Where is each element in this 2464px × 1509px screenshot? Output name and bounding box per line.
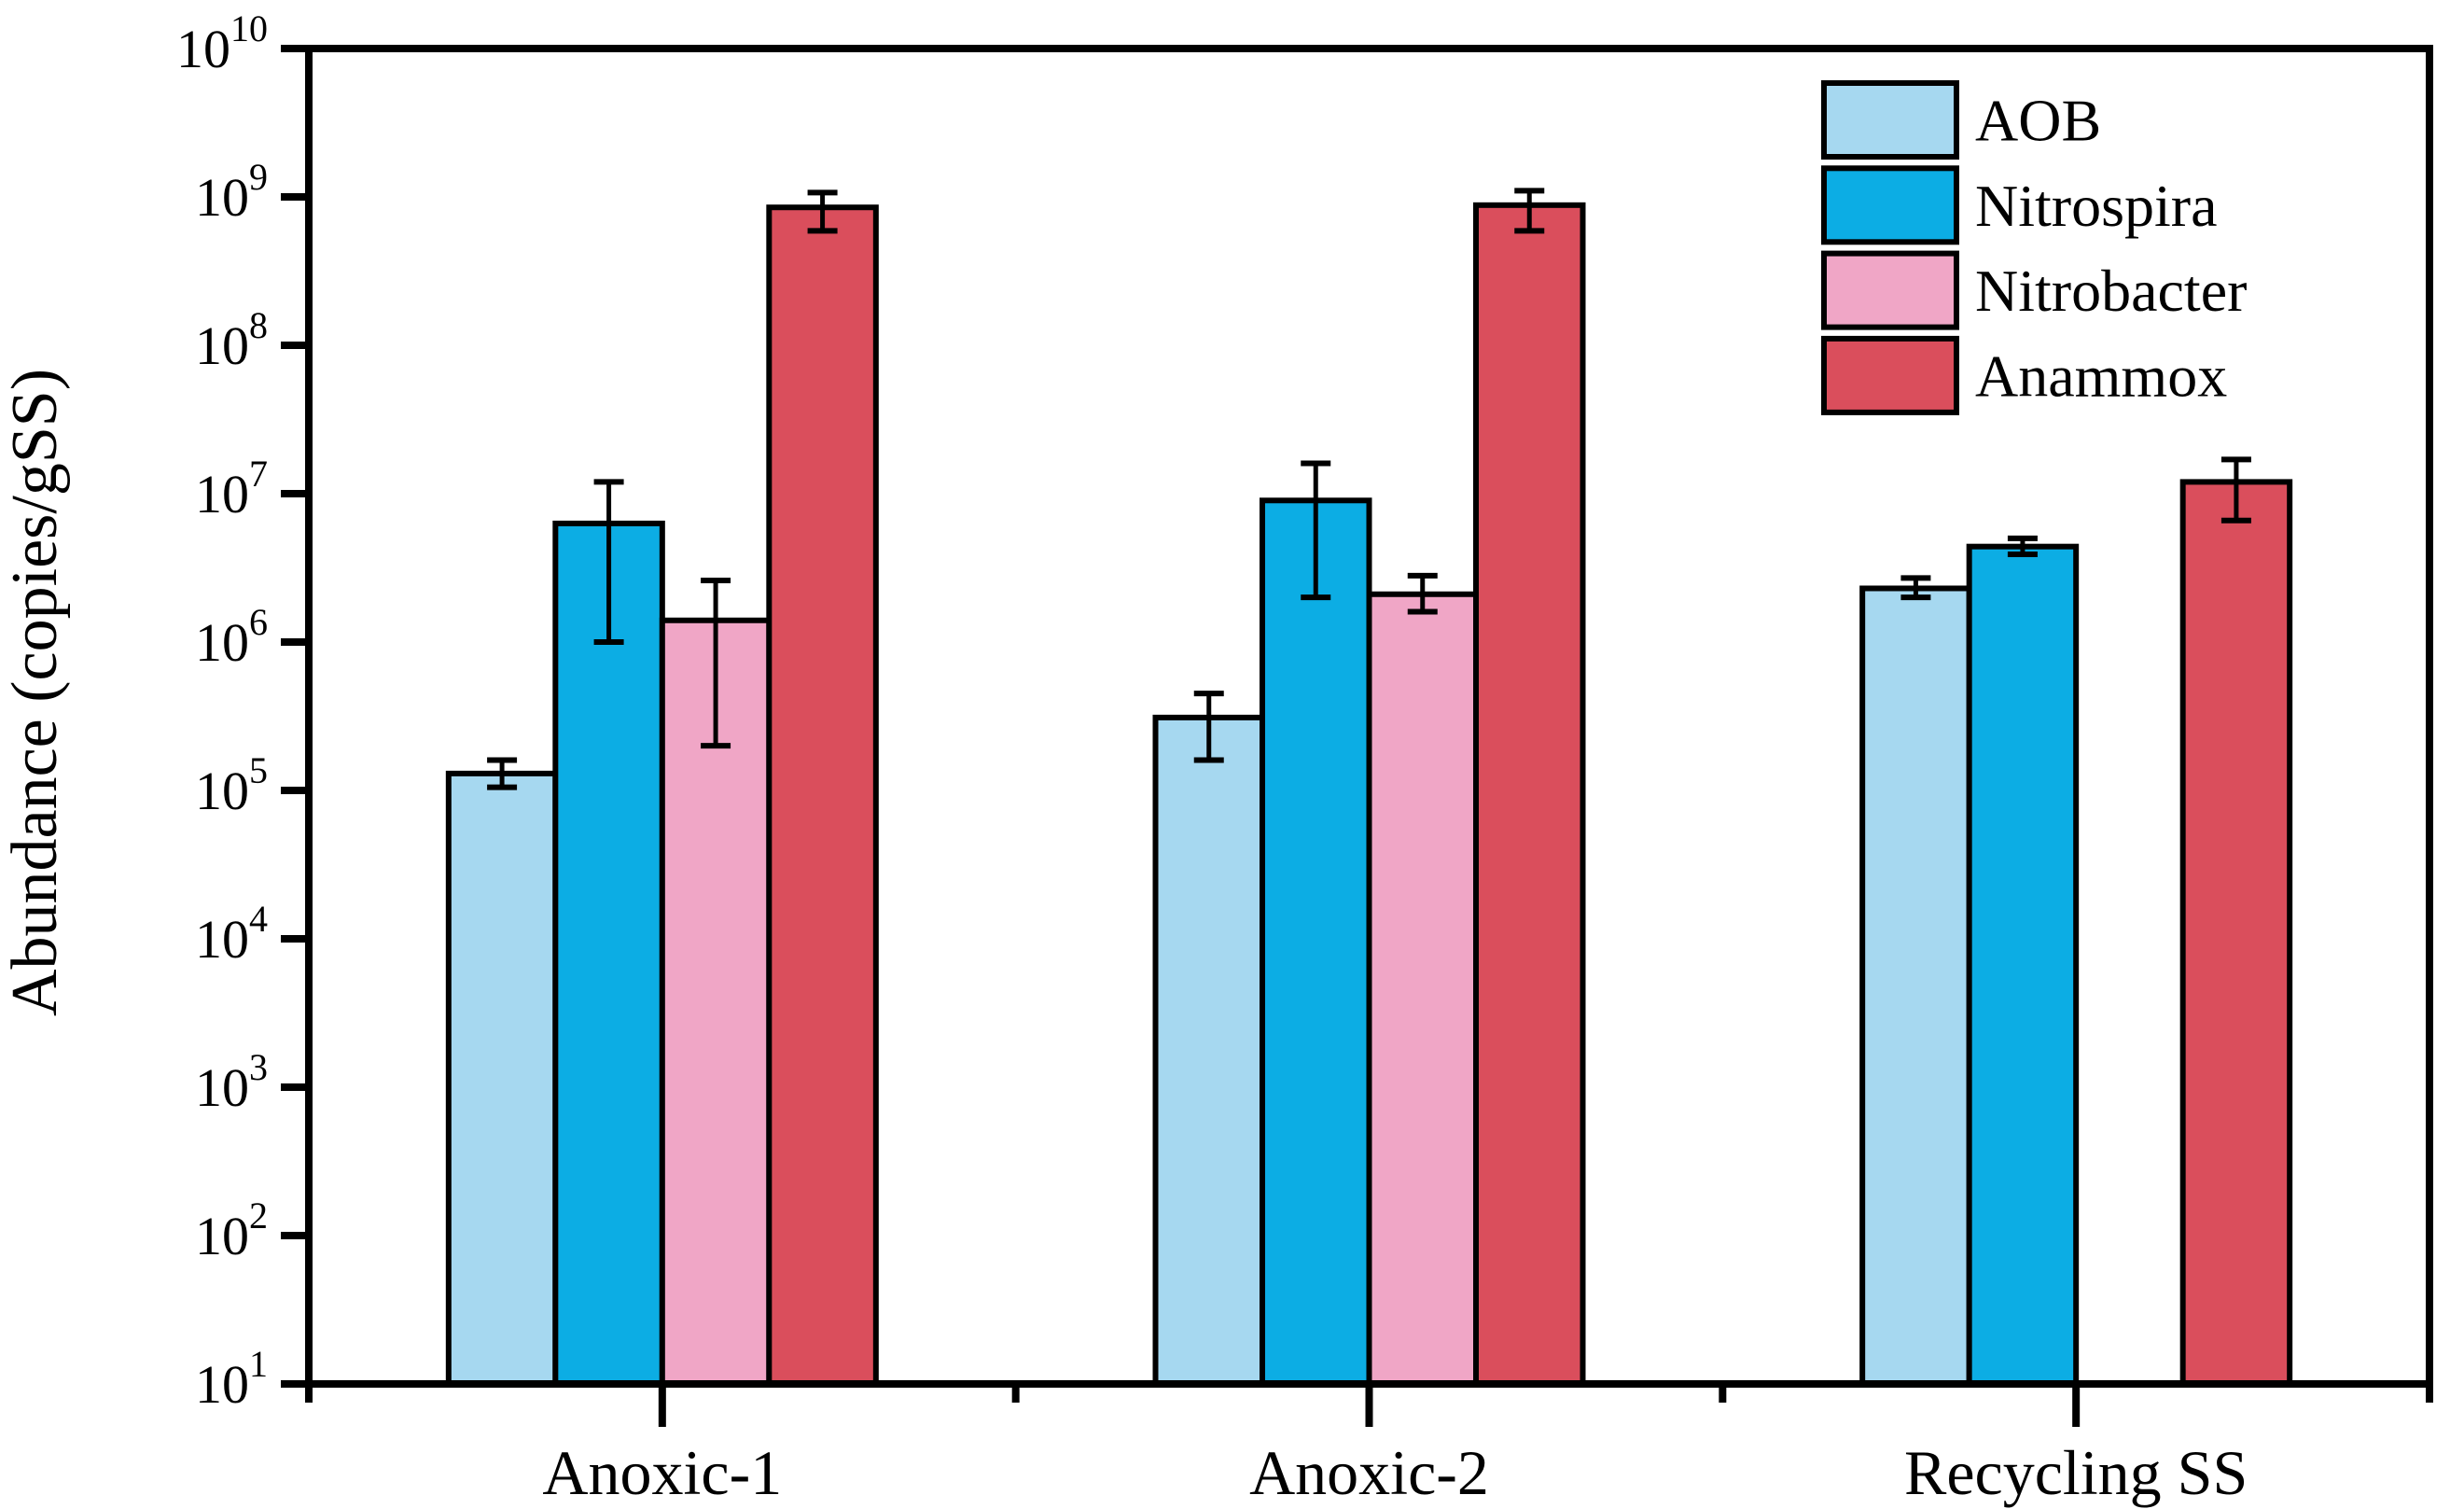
x-axis-label-anoxic-1: Anoxic-1 <box>542 1437 782 1508</box>
errorbar-nitrobacter-anoxic-1 <box>701 578 731 749</box>
errorbar-nitrobacter-anoxic-2 <box>1407 572 1438 615</box>
bar-aob-anoxic-1 <box>445 770 559 1387</box>
errorbar-anammox-recycling-ss <box>2220 456 2251 524</box>
bar-anammox-anoxic-2 <box>1473 202 1586 1387</box>
bar-anammox-recycling-ss <box>2179 479 2293 1387</box>
y-tick-exponent: 3 <box>249 1046 268 1088</box>
y-tick-exponent: 4 <box>249 898 268 940</box>
y-tick-exponent: 2 <box>249 1195 268 1237</box>
bar-nitrospira-anoxic-2 <box>1260 497 1372 1387</box>
errorbar-nitrospira-recycling-ss <box>2007 535 2038 558</box>
legend-swatch-nitrobacter <box>1821 250 1959 330</box>
legend-item-nitrospira: Nitrospira <box>1821 165 2218 245</box>
x-axis-label-recycling-ss: Recycling SS <box>1904 1437 2248 1508</box>
y-tick-label-1e2: 102 <box>195 1195 268 1266</box>
legend-label-anammox: Anammox <box>1975 342 2227 409</box>
x-axis-label-anoxic-2: Anoxic-2 <box>1249 1437 1489 1508</box>
y-tick-exponent: 5 <box>249 749 268 791</box>
y-tick-label-1e5: 105 <box>195 749 268 821</box>
y-tick-exponent: 9 <box>249 156 268 198</box>
errorbar-nitrospira-anoxic-2 <box>1301 460 1331 601</box>
y-tick-label-1e3: 103 <box>195 1046 268 1118</box>
y-tick-exponent: 6 <box>249 601 268 643</box>
y-tick-label-1e7: 107 <box>195 453 268 524</box>
errorbar-aob-anoxic-1 <box>487 757 518 790</box>
legend-swatch-aob <box>1821 80 1959 160</box>
bar-nitrospira-recycling-ss <box>1966 543 2080 1387</box>
errorbar-nitrospira-anoxic-1 <box>593 479 624 645</box>
y-tick-label-1e9: 109 <box>195 156 268 228</box>
y-tick-exponent: 10 <box>230 7 268 49</box>
bar-nitrospira-anoxic-1 <box>552 520 665 1387</box>
legend-item-aob: AOB <box>1821 80 2101 160</box>
legend-item-anammox: Anammox <box>1821 335 2227 415</box>
y-tick-label-1e4: 104 <box>195 898 268 970</box>
bar-anammox-anoxic-1 <box>766 204 879 1387</box>
bar-aob-recycling-ss <box>1859 585 1972 1387</box>
legend-label-aob: AOB <box>1975 88 2101 154</box>
errorbar-anammox-anoxic-1 <box>807 189 838 234</box>
y-tick-exponent: 1 <box>249 1343 268 1385</box>
legend-swatch-nitrospira <box>1821 165 1959 245</box>
bar-nitrobacter-anoxic-2 <box>1366 591 1479 1387</box>
legend-swatch-anammox <box>1821 335 1959 415</box>
y-tick-label-1e8: 108 <box>195 304 268 376</box>
y-tick-label-1e1: 101 <box>195 1343 268 1415</box>
legend: AOB Nitrospira Nitrobacter Anammox <box>1821 80 2247 415</box>
errorbar-aob-anoxic-2 <box>1193 691 1224 763</box>
bar-aob-anoxic-2 <box>1152 714 1265 1387</box>
y-tick-label-1e10: 1010 <box>176 7 268 79</box>
y-tick-label-1e6: 106 <box>195 601 268 673</box>
errorbar-anammox-anoxic-2 <box>1514 188 1545 234</box>
y-tick-exponent: 7 <box>249 453 268 495</box>
y-tick-exponent: 8 <box>249 304 268 346</box>
legend-label-nitrobacter: Nitrobacter <box>1975 258 2247 324</box>
legend-label-nitrospira: Nitrospira <box>1975 173 2218 239</box>
errorbar-aob-recycling-ss <box>1900 575 1931 601</box>
y-axis-title: Abundance (copies/gSS) <box>0 369 71 1016</box>
legend-item-nitrobacter: Nitrobacter <box>1821 250 2247 330</box>
